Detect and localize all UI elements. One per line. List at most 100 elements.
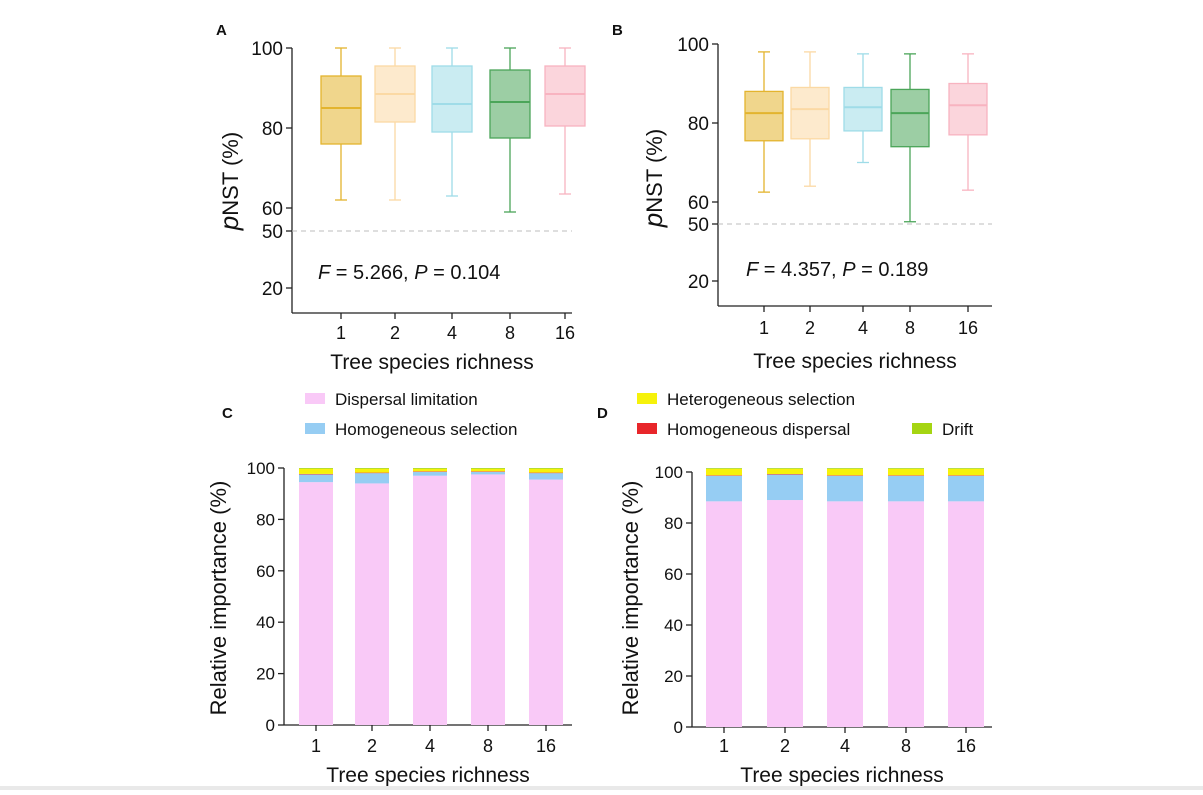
x-tick-label: 4 <box>840 736 850 756</box>
stats-F-text: = 5.266, <box>330 262 414 284</box>
bar-segment-homogeneous-dispersal <box>471 471 505 472</box>
bar-16 <box>529 468 563 725</box>
box-iqr <box>431 65 473 133</box>
box-iqr <box>890 88 930 148</box>
bar-segment-dispersal-limitation <box>948 501 984 727</box>
bar-segment-heterogeneous-selection <box>888 468 924 476</box>
bar-segment-heterogeneous-selection <box>827 468 863 476</box>
panel-label-C: C <box>222 405 233 422</box>
bar-segment-drift <box>706 468 742 469</box>
x-tick-label: 16 <box>956 736 976 756</box>
x-axis-title: Tree species richness <box>740 764 943 787</box>
y-axis-title: pNST (%) <box>214 132 244 231</box>
bar-segment-heterogeneous-selection <box>413 468 447 472</box>
y-tick-label: 60 <box>664 565 683 584</box>
x-axis-title: Tree species richness <box>330 351 533 374</box>
x-tick-label: 4 <box>425 736 435 756</box>
x-axis-title: Tree species richness <box>326 764 529 787</box>
y-tick-label: 100 <box>655 463 683 482</box>
legend-label: Dispersal limitation <box>335 390 478 409</box>
bar-segment-dispersal-limitation <box>827 501 863 727</box>
panel-D: D 0 20 40 60 80 100 Relative importance (%) 1 2 4 8… <box>597 390 992 787</box>
y-tick-label: 80 <box>688 114 709 135</box>
bar-segment-homogeneous-selection <box>827 475 863 502</box>
y-tick-label: 40 <box>256 613 275 632</box>
box-iqr <box>320 75 362 145</box>
stats-annotation: F = 4.357, P = 0.189 <box>746 259 928 281</box>
panel-label-D: D <box>597 405 608 422</box>
legend-item: Homogeneous dispersal <box>637 420 850 439</box>
bar-segment-drift <box>529 468 563 469</box>
y-tick-label: 60 <box>256 562 275 581</box>
stats-P-label: P <box>842 259 856 281</box>
x-tick-label: 4 <box>858 318 868 338</box>
bar-segment-heterogeneous-selection <box>948 468 984 476</box>
box-iqr <box>544 65 586 127</box>
x-tick-label: 1 <box>311 736 321 756</box>
bar-segment-heterogeneous-selection <box>299 468 333 474</box>
bottom-divider <box>0 786 1203 790</box>
bar-segment-homogeneous-dispersal <box>299 473 333 475</box>
box-16 <box>544 47 586 195</box>
y-tick-label: 20 <box>256 665 275 684</box>
bar-segment-heterogeneous-selection <box>706 468 742 476</box>
y-tick-label: 60 <box>262 199 283 220</box>
bar-segment-heterogeneous-selection <box>529 468 563 473</box>
box-iqr <box>744 90 784 142</box>
x-tick-label: 1 <box>719 736 729 756</box>
legend-item: Heterogeneous selection <box>637 390 855 409</box>
legend-label: Homogeneous dispersal <box>667 420 850 439</box>
box-iqr <box>790 86 830 140</box>
stats-F-label: F <box>746 259 760 281</box>
y-tick-label: 80 <box>664 514 683 533</box>
bar-1 <box>299 468 333 725</box>
box-4 <box>843 53 883 164</box>
stats-annotation: F = 5.266, P = 0.104 <box>318 262 500 284</box>
x-tick-label: 2 <box>390 323 400 343</box>
x-tick-label: 1 <box>336 323 346 343</box>
bar-8 <box>471 468 505 725</box>
legend-swatch <box>637 393 657 404</box>
bar-segment-heterogeneous-selection <box>355 468 389 473</box>
y-axis-title-rest: NST (%) <box>642 129 667 213</box>
box-8 <box>489 47 531 213</box>
bar-2 <box>767 468 803 727</box>
legend-swatch <box>305 423 325 434</box>
y-tick-label: 80 <box>262 119 283 140</box>
bar-segment-homogeneous-selection <box>471 471 505 475</box>
y-axis-title: Relative importance (%) <box>206 481 231 716</box>
bar-16 <box>948 468 984 727</box>
x-tick-label: 16 <box>536 736 556 756</box>
stats-P-text: = 0.104 <box>428 262 501 284</box>
y-tick-label: 60 <box>688 193 709 214</box>
bar-segment-drift <box>948 468 984 469</box>
y-tick-label: 20 <box>262 279 283 300</box>
bar-segment-dispersal-limitation <box>706 501 742 727</box>
bar-segment-heterogeneous-selection <box>767 468 803 475</box>
bar-segment-drift <box>827 468 863 469</box>
legend-label: Homogeneous selection <box>335 420 517 439</box>
y-axis-title-italic: p <box>214 216 244 231</box>
y-tick-label: 20 <box>688 272 709 293</box>
box-2 <box>374 47 416 201</box>
x-tick-label: 2 <box>805 318 815 338</box>
x-tick-label: 8 <box>505 323 515 343</box>
y-axis-title-rest: NST (%) <box>218 132 243 216</box>
bar-segment-homogeneous-selection <box>767 474 803 501</box>
legend-item: Homogeneous selection <box>305 420 517 439</box>
box-4 <box>431 47 473 197</box>
y-tick-label: 20 <box>664 667 683 686</box>
bar-segment-dispersal-limitation <box>888 501 924 727</box>
bar-segment-homogeneous-dispersal <box>529 472 563 474</box>
stats-F-label: F <box>318 262 332 284</box>
bar-1 <box>706 468 742 727</box>
bar-segment-homogeneous-selection <box>888 475 924 502</box>
legend-swatch <box>637 423 657 434</box>
x-tick-label: 8 <box>905 318 915 338</box>
bar-segment-drift <box>471 468 505 469</box>
panel-C: C 0 20 40 60 80 100 Relative importance (%) 1 2 4 8… <box>206 390 572 787</box>
y-tick-label: 100 <box>677 35 709 56</box>
